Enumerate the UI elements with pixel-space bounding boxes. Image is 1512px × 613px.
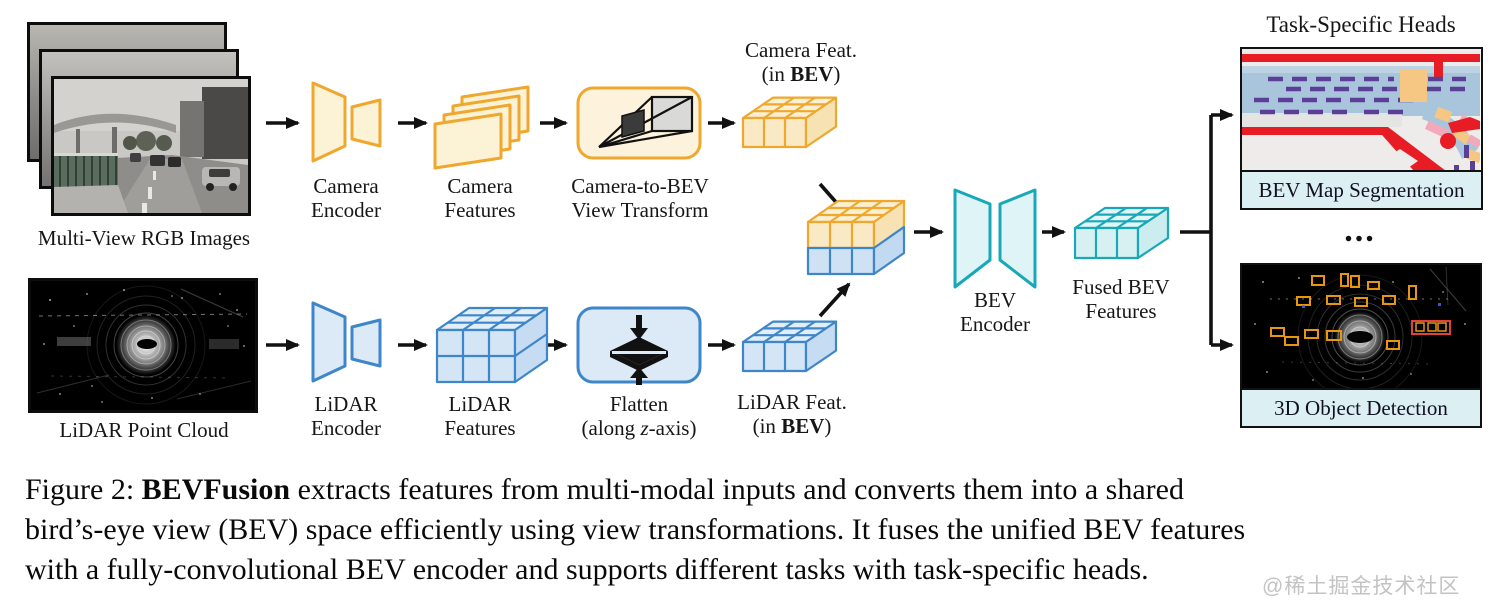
figure-caption: Figure 2: BEVFusion extracts features fr… <box>25 470 1495 590</box>
flatten-icon <box>610 315 668 385</box>
arrow-camera-bev-to-fused <box>818 182 851 219</box>
multi-view-rgb-label: Multi-View RGB Images <box>37 226 251 250</box>
fused-bev-features-grid <box>1073 206 1170 260</box>
camera-encoder-icon <box>311 81 382 163</box>
label-line: Flatten <box>609 392 669 416</box>
fused-bev-grid <box>806 199 906 276</box>
label-text: -axis) <box>648 416 697 441</box>
view-transform-label: Camera-to-BEV View Transform <box>560 174 720 222</box>
bev-encoder-label: BEV Encoder <box>940 288 1050 336</box>
bev-encoder-icon <box>953 188 1037 289</box>
camera-bev-feat-label: Camera Feat. (in BEV) <box>733 38 869 86</box>
street-scene <box>54 79 248 213</box>
lidar-encoder-icon <box>311 301 382 383</box>
watermark: @稀土掘金技术社区 <box>1262 575 1461 598</box>
label-line: Encoder <box>960 312 1030 337</box>
camera-features-label: Camera Features <box>430 174 530 222</box>
lidar-features-label: LiDAR Features <box>430 392 530 440</box>
rgb-image-front <box>51 76 251 216</box>
view-transform-box <box>576 86 702 160</box>
label-line: Camera <box>313 174 379 198</box>
lidar-bev-feature-grid <box>741 320 838 373</box>
label-line: LiDAR Feat. <box>737 390 847 414</box>
camera-bev-feature-grid <box>741 96 838 149</box>
lidar-bev-feat-label: LiDAR Feat. (in BEV) <box>722 390 862 438</box>
label-text: (in <box>752 414 782 439</box>
caption-line-1: Figure 2: BEVFusion extracts features fr… <box>25 470 1495 510</box>
label-line: View Transform <box>571 198 709 223</box>
caption-line-2: bird’s-eye view (BEV) space efficiently … <box>25 513 1246 546</box>
label-text: ) <box>833 62 841 87</box>
fused-features-label: Fused BEV Features <box>1060 275 1182 323</box>
label-line: Encoder <box>311 198 381 223</box>
lidar-features-cube <box>435 306 549 384</box>
label-line: (in BEV) <box>733 62 869 86</box>
caption-text: Figure 2: <box>25 473 142 506</box>
flatten-label: Flatten (along z-axis) <box>556 392 722 440</box>
label-text: (along <box>581 416 641 441</box>
segmentation-head-panel: BEV Map Segmentation <box>1240 47 1483 210</box>
label-italic: z <box>640 416 649 441</box>
label-line: Camera <box>447 174 513 198</box>
label-text: (in <box>761 62 791 87</box>
label-text: ) <box>824 414 832 439</box>
label-line: BEV <box>974 288 1016 312</box>
lidar-pointcloud-label: LiDAR Point Cloud <box>59 418 229 442</box>
camera-features-icon <box>433 85 530 170</box>
label-line: (in BEV) <box>722 414 862 438</box>
heads-ellipsis: ... <box>1344 212 1376 249</box>
bev-map-segmentation-image <box>1242 49 1480 171</box>
camera-encoder-label: Camera Encoder <box>296 174 396 222</box>
label-line: LiDAR <box>314 392 378 416</box>
flatten-box <box>576 306 702 385</box>
arrow-lidar-bev-to-fused <box>818 282 851 318</box>
label-line: Camera-to-BEV <box>571 174 709 198</box>
label-line: Encoder <box>311 416 381 441</box>
label-bold: BEV <box>790 62 834 87</box>
label-line: Features <box>444 416 516 441</box>
label-line: Camera Feat. <box>745 38 857 62</box>
3d-object-detection-image <box>1242 265 1479 389</box>
detection-label: 3D Object Detection <box>1274 395 1448 420</box>
task-heads-title: Task-Specific Heads <box>1266 12 1456 37</box>
caption-line-3: with a fully-convolutional BEV encoder a… <box>25 553 1149 586</box>
segmentation-label: BEV Map Segmentation <box>1258 177 1465 202</box>
label-line: (along z-axis) <box>556 416 722 440</box>
detection-caption-bar: 3D Object Detection <box>1242 388 1480 426</box>
lidar-pointcloud-image <box>28 278 258 413</box>
caption-bold: BEVFusion <box>141 473 291 506</box>
label-bold: BEV <box>781 414 825 439</box>
lidar-scan <box>31 281 255 410</box>
frustum-icon <box>598 95 694 149</box>
label-line: Fused BEV <box>1072 275 1170 299</box>
lidar-encoder-label: LiDAR Encoder <box>296 392 396 440</box>
label-line: LiDAR <box>448 392 512 416</box>
label-line: Features <box>1085 299 1157 324</box>
label-line: Features <box>444 198 516 223</box>
detection-head-panel: 3D Object Detection <box>1240 263 1482 428</box>
segmentation-caption-bar: BEV Map Segmentation <box>1242 170 1481 208</box>
caption-text: extracts features from multi-modal input… <box>290 473 1184 506</box>
